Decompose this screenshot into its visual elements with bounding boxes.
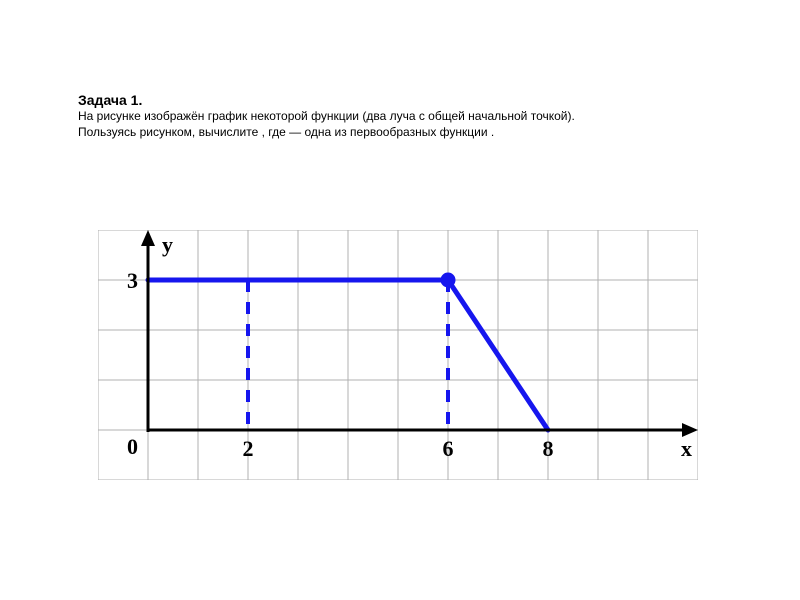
page: { "text": { "title": "Задача 1.", "line1… <box>0 0 800 600</box>
axis-label-y: y <box>162 232 173 257</box>
chart: y x 0 3 2 6 8 <box>98 230 698 480</box>
problem-text: Задача 1. На рисунке изображён график не… <box>78 92 575 140</box>
x-tick-2: 2 <box>243 436 254 461</box>
vertex-dot <box>441 273 455 287</box>
axis-label-x: x <box>681 436 692 461</box>
x-tick-8: 8 <box>543 436 554 461</box>
x-tick-6: 6 <box>443 436 454 461</box>
problem-line-1: На рисунке изображён график некоторой фу… <box>78 108 575 124</box>
y-tick-3: 3 <box>127 268 138 293</box>
axis-label-origin: 0 <box>127 434 138 459</box>
problem-title: Задача 1. <box>78 92 575 108</box>
problem-line-2: Пользуясь рисунком, вычислите , где — од… <box>78 124 575 140</box>
chart-svg: y x 0 3 2 6 8 <box>98 230 698 480</box>
